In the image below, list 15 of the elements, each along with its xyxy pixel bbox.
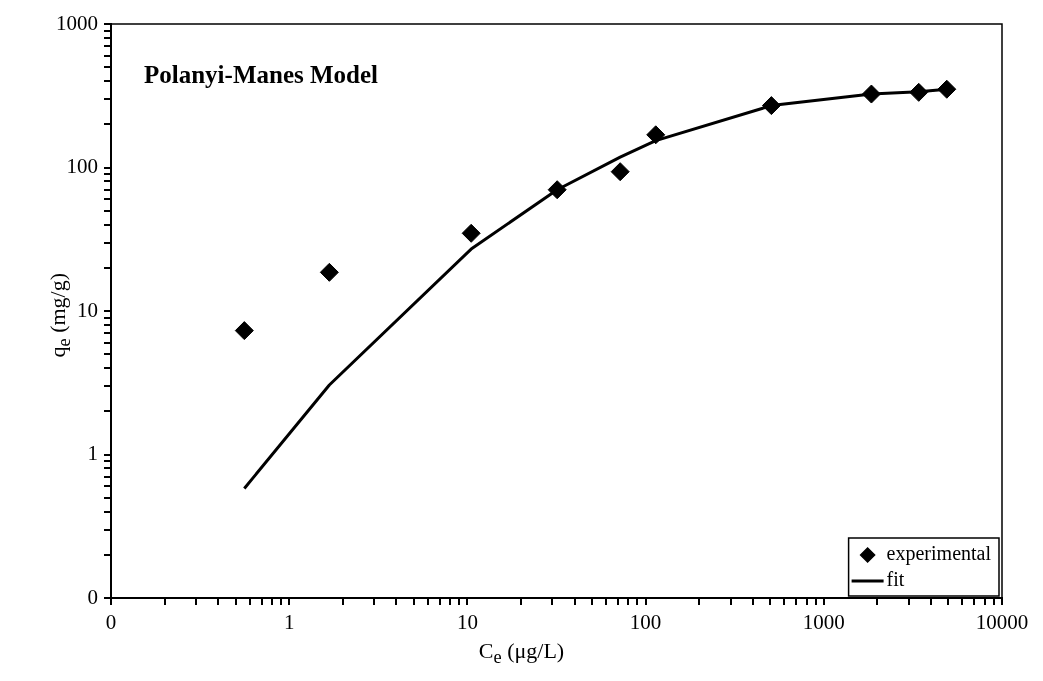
annotation: Polanyi-Manes Model — [144, 61, 379, 89]
y-tick-label: 100 — [66, 154, 98, 179]
x-axis-title: C$_{e}$ (μg/L) — [477, 638, 566, 669]
x-tick-label: 10000 — [975, 610, 1029, 635]
y-tick-label: 1000 — [56, 10, 98, 35]
x-tick-label: 10 — [456, 610, 478, 635]
y-tick-label: 0 — [87, 584, 98, 609]
x-tick-label: 100 — [629, 610, 662, 635]
x-tick-label: 1000 — [802, 610, 845, 635]
legend-label: fit — [886, 568, 905, 591]
y-tick-label: 1 — [87, 441, 98, 466]
legend-label: experimental — [886, 542, 992, 566]
x-tick-label: 1 — [283, 610, 295, 635]
y-tick-label: 10 — [77, 297, 98, 322]
x-tick-label: 0 — [105, 610, 117, 635]
